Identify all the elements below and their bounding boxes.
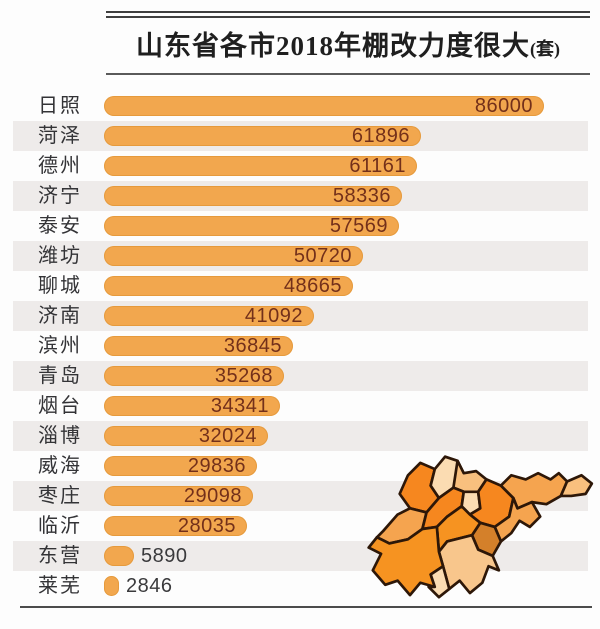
- chart-row: 日照 86000: [0, 91, 600, 121]
- chart-row: 泰安 57569: [0, 211, 600, 241]
- bar-value: 86000: [474, 95, 533, 117]
- shandong-map: [367, 455, 594, 599]
- chart-row: 滨州 36845: [0, 331, 600, 361]
- row-stripe: [13, 361, 588, 391]
- city-label: 德州: [38, 155, 82, 177]
- bar: 29836: [104, 455, 257, 477]
- bar-value: 48665: [283, 275, 342, 297]
- bar-value: 29836: [187, 455, 246, 477]
- title-underline: [106, 73, 590, 75]
- bar: 50720: [104, 245, 363, 267]
- bar-value: 29098: [183, 485, 242, 507]
- bar-value: 36845: [223, 335, 282, 357]
- bar-value: 61896: [351, 125, 410, 147]
- bar-value: 28035: [177, 515, 236, 537]
- city-label: 威海: [38, 455, 82, 477]
- bar-value: 41092: [244, 305, 303, 327]
- chart-row: 菏泽 61896: [0, 121, 600, 151]
- chart-row: 临沂 28035: [0, 511, 600, 541]
- city-label: 日照: [38, 95, 82, 117]
- bar: 61896: [104, 125, 421, 147]
- bar: 28035: [104, 515, 247, 537]
- top-double-rule: [106, 11, 590, 21]
- city-label: 济宁: [38, 185, 82, 207]
- bar-value: 2846: [126, 575, 173, 597]
- bottom-rule: [20, 606, 592, 608]
- map-district: [427, 564, 451, 599]
- city-label: 潍坊: [38, 245, 82, 267]
- bar: 41092: [104, 305, 314, 327]
- title-unit: (套): [530, 39, 560, 59]
- chart-row: 威海 29836: [0, 451, 600, 481]
- chart-row: 淄博 32024: [0, 421, 600, 451]
- page-title: 山东省各市2018年棚改力度很大(套): [106, 26, 590, 69]
- bar: 29098: [104, 485, 253, 507]
- bar-value: 61161: [349, 155, 406, 177]
- bar: 34341: [104, 395, 280, 417]
- chart-row: 烟台 34341: [0, 391, 600, 421]
- city-label: 烟台: [38, 395, 82, 417]
- bar: 35268: [104, 365, 284, 387]
- bar: 48665: [104, 275, 353, 297]
- bar: 58336: [104, 185, 402, 207]
- chart-row: 青岛 35268: [0, 361, 600, 391]
- bar: [104, 576, 119, 596]
- bar-value: 5890: [141, 545, 188, 567]
- bar-value: 32024: [198, 425, 257, 447]
- bar-value: 57569: [329, 215, 388, 237]
- chart-row: 聊城 48665: [0, 271, 600, 301]
- title-text: 山东省各市2018年棚改力度很大: [136, 31, 530, 61]
- chart-row: 济宁 58336: [0, 181, 600, 211]
- bar: 61161: [104, 155, 417, 177]
- city-label: 青岛: [38, 365, 82, 387]
- chart-row: 济南 41092: [0, 301, 600, 331]
- city-label: 莱芜: [38, 575, 82, 597]
- bar: 57569: [104, 215, 399, 237]
- bar-value: 50720: [293, 245, 352, 267]
- chart-row: 德州 61161: [0, 151, 600, 181]
- city-label: 临沂: [38, 515, 82, 537]
- bar-value: 35268: [214, 365, 273, 387]
- city-label: 东营: [38, 545, 82, 567]
- chart-row: 莱芜 2846: [0, 571, 600, 601]
- chart-row: 潍坊 50720: [0, 241, 600, 271]
- bar: [104, 546, 134, 566]
- city-label: 聊城: [38, 275, 82, 297]
- row-stripe: [13, 421, 588, 451]
- map-district: [559, 473, 594, 498]
- city-label: 菏泽: [38, 125, 82, 147]
- city-label: 枣庄: [38, 485, 82, 507]
- bar-chart: 日照 86000 菏泽 61896 德州 61161 济宁 58336 泰安 57569 潍坊 507…: [0, 91, 600, 601]
- bar: 36845: [104, 335, 293, 357]
- bar-value: 58336: [332, 185, 391, 207]
- bar: 86000: [104, 95, 544, 117]
- bar-value: 34341: [210, 395, 269, 417]
- city-label: 滨州: [38, 335, 82, 357]
- map-district: [493, 496, 542, 543]
- city-label: 济南: [38, 305, 82, 327]
- city-label: 泰安: [38, 215, 82, 237]
- bar: 32024: [104, 425, 268, 447]
- city-label: 淄博: [38, 425, 82, 447]
